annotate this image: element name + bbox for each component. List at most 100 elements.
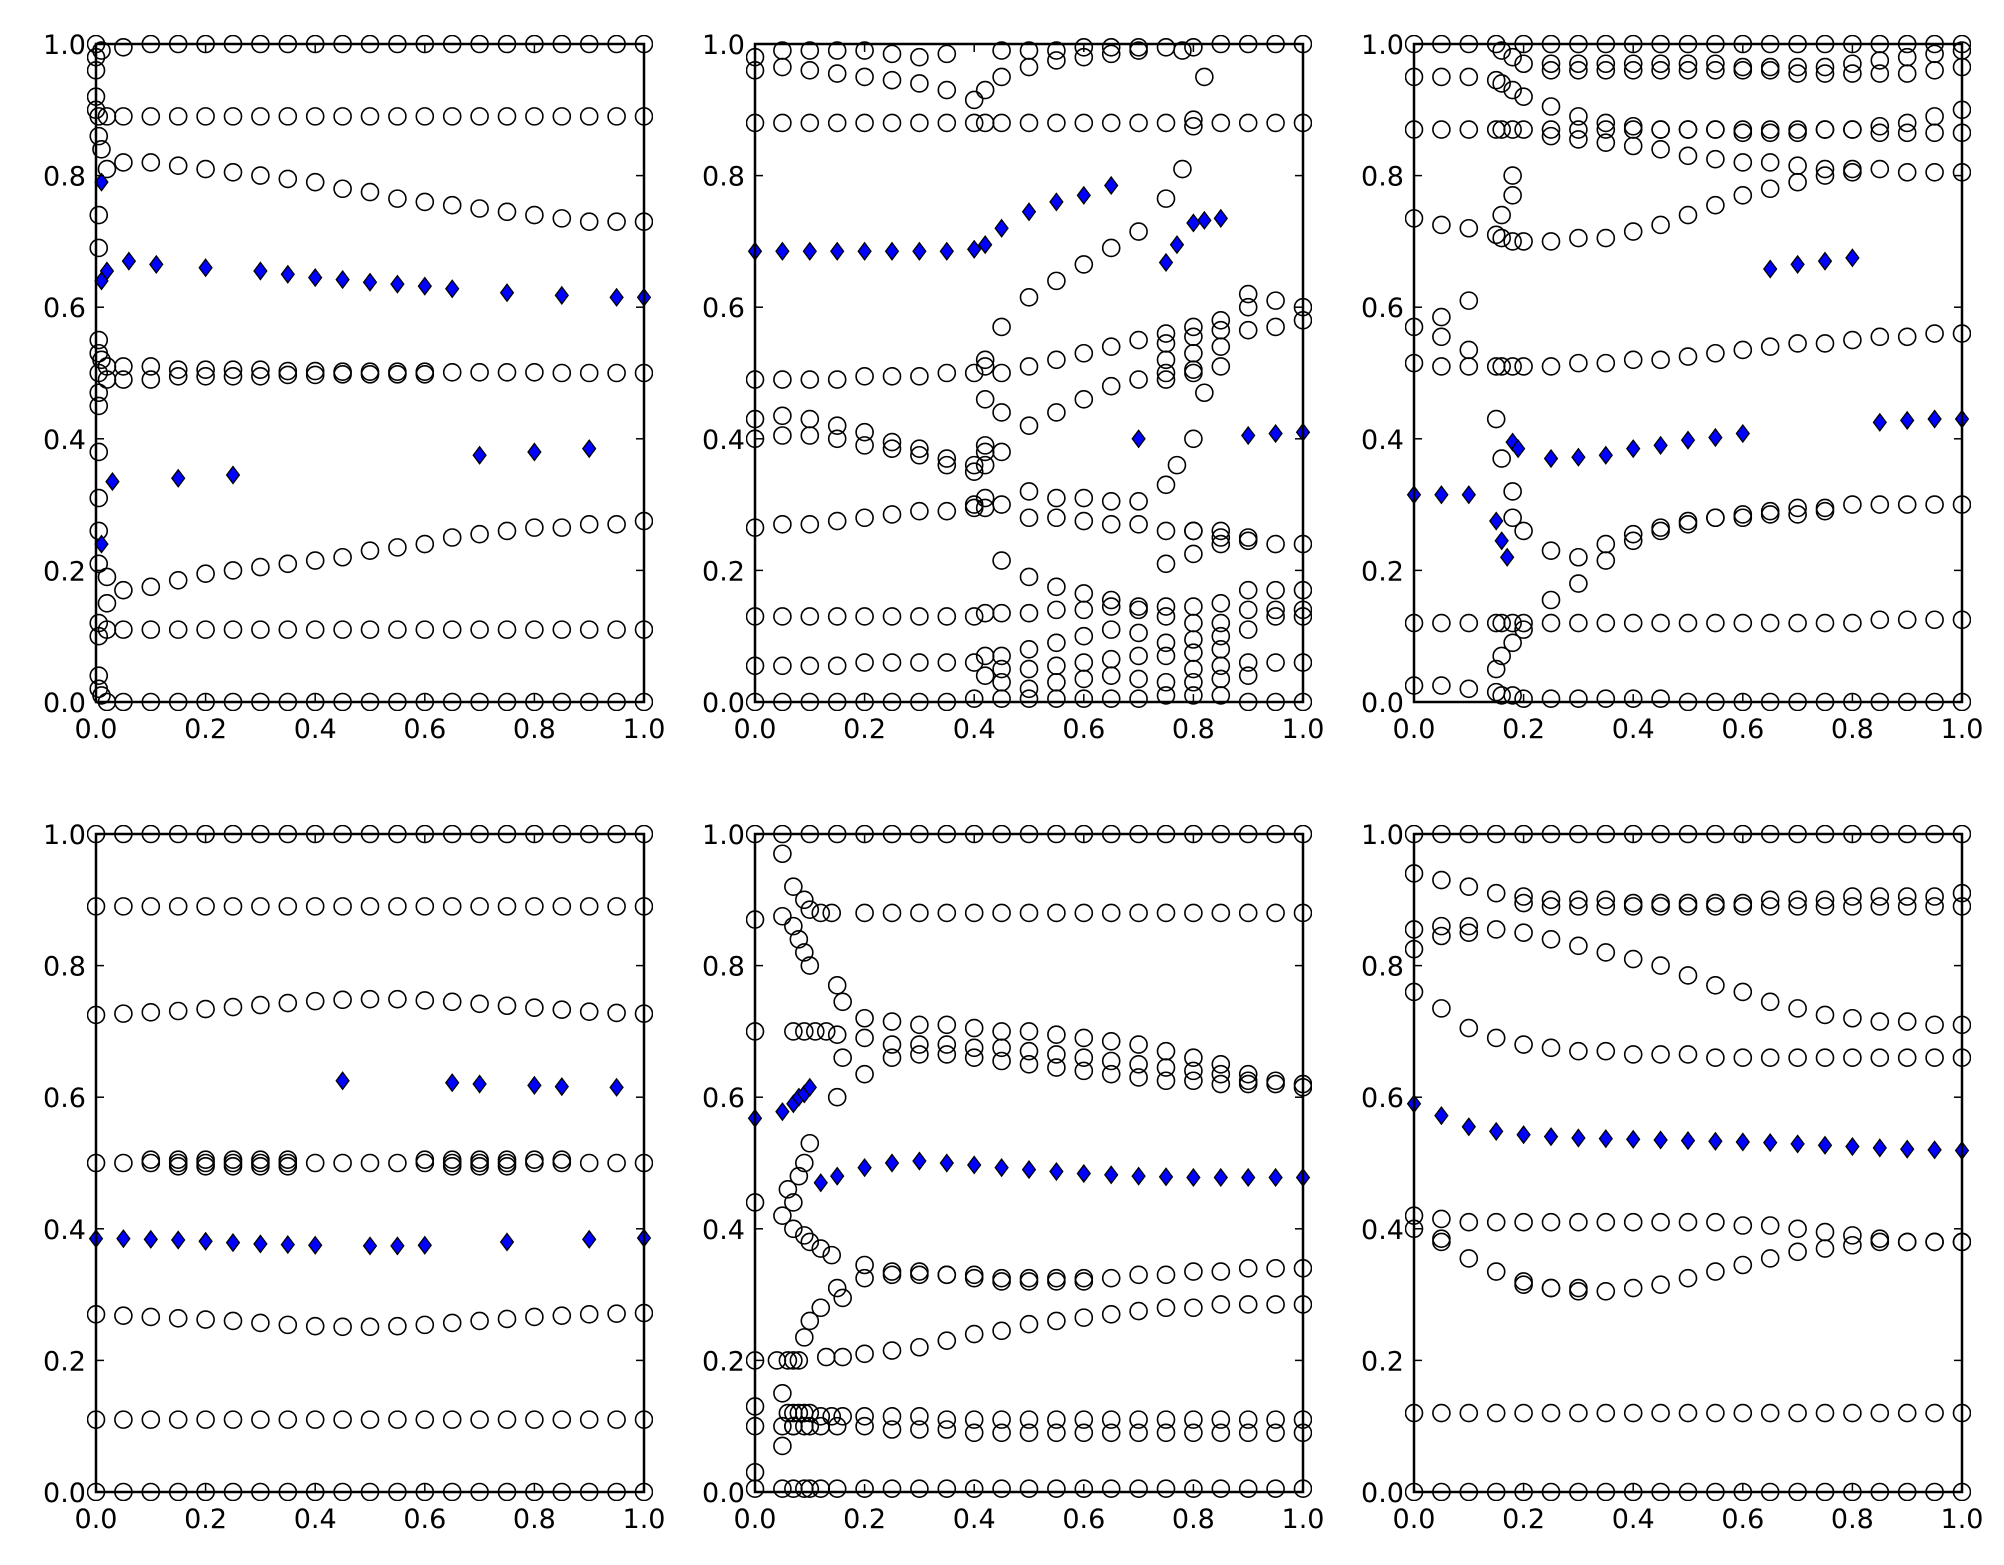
data-point-circle	[552, 107, 572, 126]
data-point-circle	[525, 620, 544, 639]
data-point-circle	[800, 370, 820, 389]
data-point-circle	[992, 363, 1011, 383]
data-point-diamond	[1021, 202, 1037, 222]
data-point-circle	[1486, 1262, 1506, 1281]
x-tick-label: 0.0	[75, 714, 118, 745]
data-point-diamond	[1735, 1132, 1750, 1152]
data-point-circle	[1129, 1035, 1148, 1054]
data-point-circle	[1623, 1212, 1643, 1232]
data-point-circle	[1678, 347, 1698, 366]
data-point-circle	[1156, 1410, 1176, 1429]
data-point-circle	[910, 439, 929, 458]
data-point-circle	[1211, 528, 1231, 547]
data-point-circle	[305, 107, 325, 126]
data-point-circle	[1678, 205, 1698, 225]
data-point-circle	[855, 903, 874, 923]
data-point-circle	[552, 1306, 572, 1325]
data-point-circle	[1184, 659, 1203, 679]
data-point-diamond	[1927, 409, 1942, 429]
data-point-circle	[1184, 672, 1203, 692]
data-point-circle	[1897, 897, 1917, 916]
data-point-circle	[1492, 120, 1511, 139]
data-point-circle	[1184, 116, 1203, 136]
data-point-circle	[964, 1018, 984, 1038]
data-point-circle	[525, 518, 544, 537]
data-point-circle	[937, 1410, 957, 1429]
data-point-circle	[1760, 505, 1780, 524]
data-point-diamond	[1076, 1163, 1091, 1184]
data-point-circle	[196, 159, 215, 179]
data-point-circle	[1514, 893, 1533, 913]
data-point-circle	[1074, 903, 1094, 923]
data-point-diamond	[1516, 1125, 1531, 1145]
data-point-diamond	[1461, 485, 1476, 505]
data-point-circle	[1459, 1403, 1479, 1423]
data-point-diamond	[609, 1077, 624, 1097]
data-point-circle	[333, 990, 352, 1010]
data-point-circle	[470, 994, 489, 1014]
data-point-circle	[937, 455, 957, 475]
data-point-circle	[525, 205, 544, 225]
data-point-circle	[937, 363, 957, 383]
data-point-circle	[497, 202, 517, 222]
data-point-diamond	[857, 241, 872, 261]
data-point-circle	[1541, 97, 1561, 116]
data-point-circle	[992, 317, 1011, 337]
data-point-circle	[1047, 1045, 1066, 1064]
data-point-circle	[141, 370, 161, 389]
data-point-diamond	[1543, 1127, 1559, 1147]
x-tick-label: 0.6	[403, 1504, 446, 1535]
data-point-circle	[1432, 1209, 1451, 1229]
data-point-circle	[882, 432, 902, 452]
data-point-circle	[1897, 47, 1917, 67]
data-point-circle	[1238, 1258, 1258, 1278]
data-point-circle	[992, 442, 1011, 462]
data-point-diamond	[390, 1236, 405, 1256]
data-point-circle	[1266, 607, 1285, 626]
data-point-circle	[855, 422, 874, 442]
data-point-circle	[882, 1341, 902, 1360]
data-point-circle	[114, 37, 133, 57]
data-point-circle	[196, 366, 215, 386]
data-marks	[746, 35, 1312, 711]
data-point-circle	[1047, 508, 1066, 528]
data-point-circle	[1541, 1212, 1561, 1232]
data-point-circle	[305, 991, 325, 1011]
data-point-circle	[579, 107, 599, 126]
data-point-circle	[1156, 370, 1176, 389]
x-tick-label: 0.0	[734, 1504, 777, 1535]
data-marks	[87, 35, 653, 711]
data-point-circle	[251, 1313, 270, 1333]
axes-frame	[753, 832, 1305, 1494]
data-point-circle	[1623, 1278, 1643, 1298]
data-point-circle	[1156, 672, 1176, 692]
data-point-circle	[1870, 1403, 1890, 1423]
data-point-circle	[1459, 1249, 1479, 1268]
data-point-circle	[360, 1153, 380, 1173]
data-point-circle	[1211, 534, 1231, 554]
data-point-circle	[811, 1479, 831, 1499]
data-point-circle	[1569, 1212, 1588, 1232]
data-point-circle	[1503, 186, 1522, 205]
data-point-circle	[1101, 1479, 1121, 1499]
data-point-circle	[360, 1317, 380, 1337]
data-point-diamond	[830, 241, 845, 261]
y-tick-label: 0.8	[43, 952, 86, 983]
data-point-circle	[1184, 363, 1203, 383]
data-point-diamond	[1268, 423, 1283, 444]
data-point-circle	[1678, 613, 1698, 633]
data-point-circle	[1486, 70, 1506, 90]
data-point-diamond	[775, 241, 790, 261]
data-point-circle	[1101, 44, 1121, 64]
data-point-circle	[415, 1315, 435, 1335]
data-point-circle	[1569, 936, 1588, 956]
data-point-circle	[1184, 903, 1203, 923]
data-point-circle	[800, 1311, 820, 1331]
data-point-circle	[360, 1410, 380, 1429]
x-tick-label: 0.6	[403, 714, 446, 745]
data-point-circle	[388, 1316, 407, 1336]
data-point-circle	[114, 357, 133, 376]
data-point-circle	[1101, 590, 1121, 610]
subplot-2: 0.00.0 0.2 0.2 0.4 0.4 0.6 0.6 0.8 0.8 1.0 1.0	[702, 30, 1324, 745]
data-point-circle	[552, 1000, 572, 1019]
